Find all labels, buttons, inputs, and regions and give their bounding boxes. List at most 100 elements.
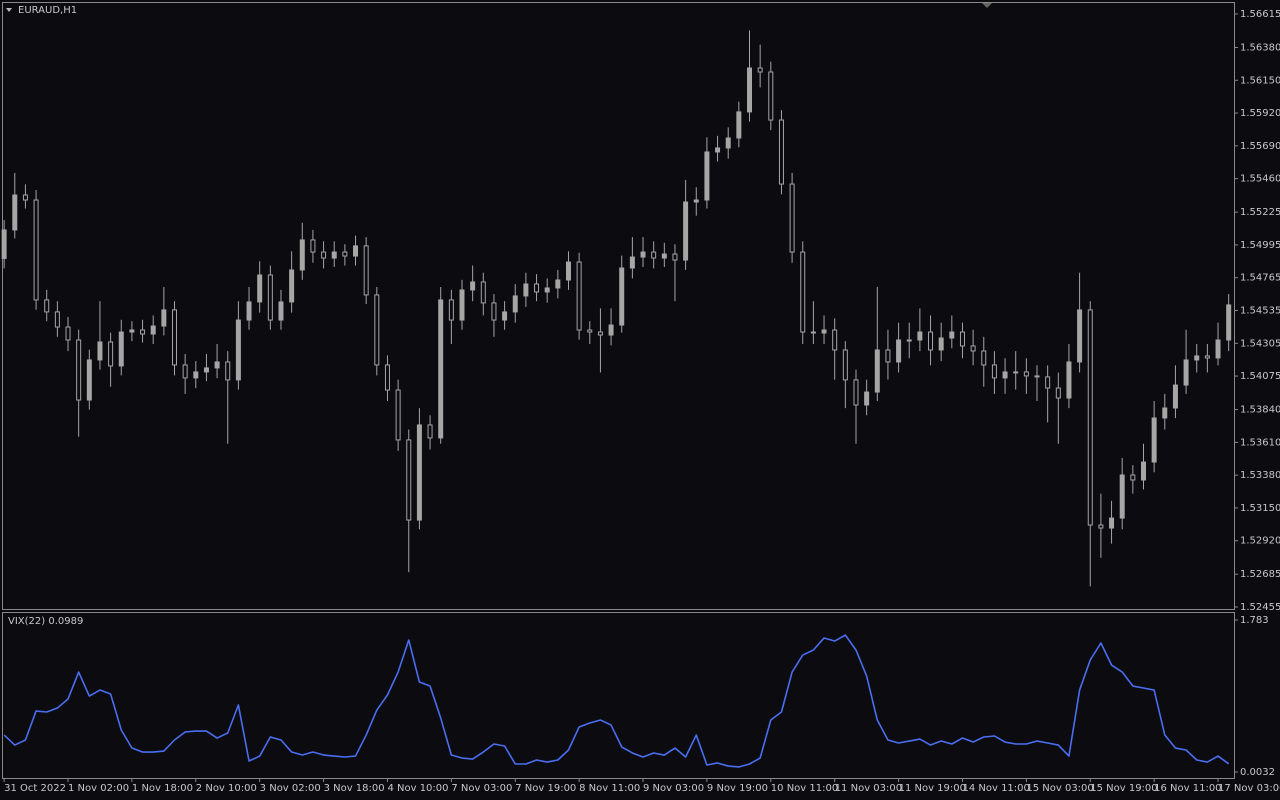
y-tick-label: 1.53610 [1240,437,1280,448]
candle-body-down [480,281,486,304]
candle-body-up [608,324,614,336]
candle-body-up [704,151,710,201]
candle-body-down [321,251,327,259]
candle-body-up [257,274,263,303]
candle-body-up [693,199,699,203]
candle-body-up [736,111,742,139]
y-tick-label: 1.55460 [1240,174,1280,185]
candle-body-up [353,245,359,257]
candle-body-down [363,245,369,296]
candle-body-down [22,194,28,201]
candle-body-down [587,329,593,333]
x-tick-label: 16 Nov 11:00 [1154,783,1221,794]
candle-body-up [1002,371,1008,379]
candle-body-down [534,283,540,293]
x-tick-label: 31 Oct 2022 [4,783,66,794]
candle-body-down [374,294,380,366]
candle-body-down [108,341,114,367]
candle-body-up [86,359,92,401]
symbol-title: EURAUD,H1 [18,5,77,16]
candle-body-down [342,251,348,257]
candle-body-down [406,439,412,521]
candle-body-down [310,239,316,253]
candle-body-up [161,309,167,327]
candle-body-up [235,319,241,381]
y-tick-label: 1.54075 [1240,371,1280,382]
candle-body-up [246,301,252,321]
candle-body-up [1183,359,1189,386]
candle-body-down [491,302,497,321]
x-tick-label: 8 Nov 11:00 [579,783,640,794]
candle-body-up [12,194,18,231]
indicator-line [3,634,1230,768]
candle-body-down [778,119,784,185]
candle-body-up [1151,417,1157,463]
candle-body-up [1077,309,1083,363]
candle-body-up [917,331,923,341]
symbol-menu-arrow[interactable] [6,8,12,12]
shift-marker [982,3,992,8]
candle-body-up [544,287,550,293]
candle-body-down [225,361,231,381]
candle-body-up [1215,339,1221,359]
x-tick-label: 3 Nov 02:00 [260,783,321,794]
indicator-pane-border [2,612,1235,779]
candle-body-down [44,299,50,313]
y-tick-label: 1.783 [1240,615,1269,626]
candle-body-up [416,424,422,521]
candle-body-down [76,339,82,401]
x-tick-label: 11 Nov 03:00 [835,783,902,794]
candle-body-up [938,337,944,351]
y-tick-label: 0.0032 [1240,767,1275,778]
y-tick-label: 1.54995 [1240,240,1280,251]
y-tick-label: 1.52685 [1240,569,1280,580]
y-tick-label: 1.56150 [1240,75,1280,86]
candle-body-up [214,361,220,369]
candle-body-up [193,371,199,379]
candle-body-up [906,339,912,342]
candle-body-up [150,325,156,335]
y-tick-label: 1.52920 [1240,536,1280,547]
x-tick-label: 9 Nov 03:00 [643,783,704,794]
candle-body-up [629,256,635,269]
candle-body-up [129,329,135,333]
candle-body-up [555,279,561,289]
candle-body-up [640,251,646,258]
candle-body-up [1162,407,1168,419]
candle-body-up [1119,474,1125,519]
candle-body-down [172,309,178,366]
y-tick-label: 1.54535 [1240,305,1280,316]
candle-body-up [896,339,902,363]
candle-body-up [1172,384,1178,409]
candle-body-up [1,229,7,259]
candle-body-down [395,389,401,441]
x-tick-label: 15 Nov 19:00 [1090,783,1157,794]
candle-body-up [278,301,284,321]
candle-body-down [651,251,657,259]
candle-body-down [959,331,965,347]
candle-body-up [864,391,870,406]
candle-body-down [1087,309,1093,526]
y-tick-label: 1.53840 [1240,405,1280,416]
candle-body-down [65,326,71,341]
x-tick-label: 4 Nov 10:00 [387,783,448,794]
y-tick-label: 1.55920 [1240,108,1280,119]
y-tick-label: 1.54305 [1240,338,1280,349]
candle-body-down [1098,524,1104,529]
candle-body-down [842,349,848,381]
candle-body-down [885,349,891,363]
candle-body-up [949,331,955,339]
candle-body-up [683,201,689,261]
x-tick-label: 11 Nov 19:00 [899,783,966,794]
candle-body-down [597,331,603,336]
candle-body-down [448,299,454,321]
y-tick-label: 1.53380 [1240,470,1280,481]
candle-body-up [747,67,753,113]
candle-body-up [97,341,103,361]
candle-body-up [1226,304,1232,341]
candle-body-up [1066,361,1072,399]
y-tick-label: 1.56380 [1240,42,1280,53]
candle-body-down [768,71,774,121]
